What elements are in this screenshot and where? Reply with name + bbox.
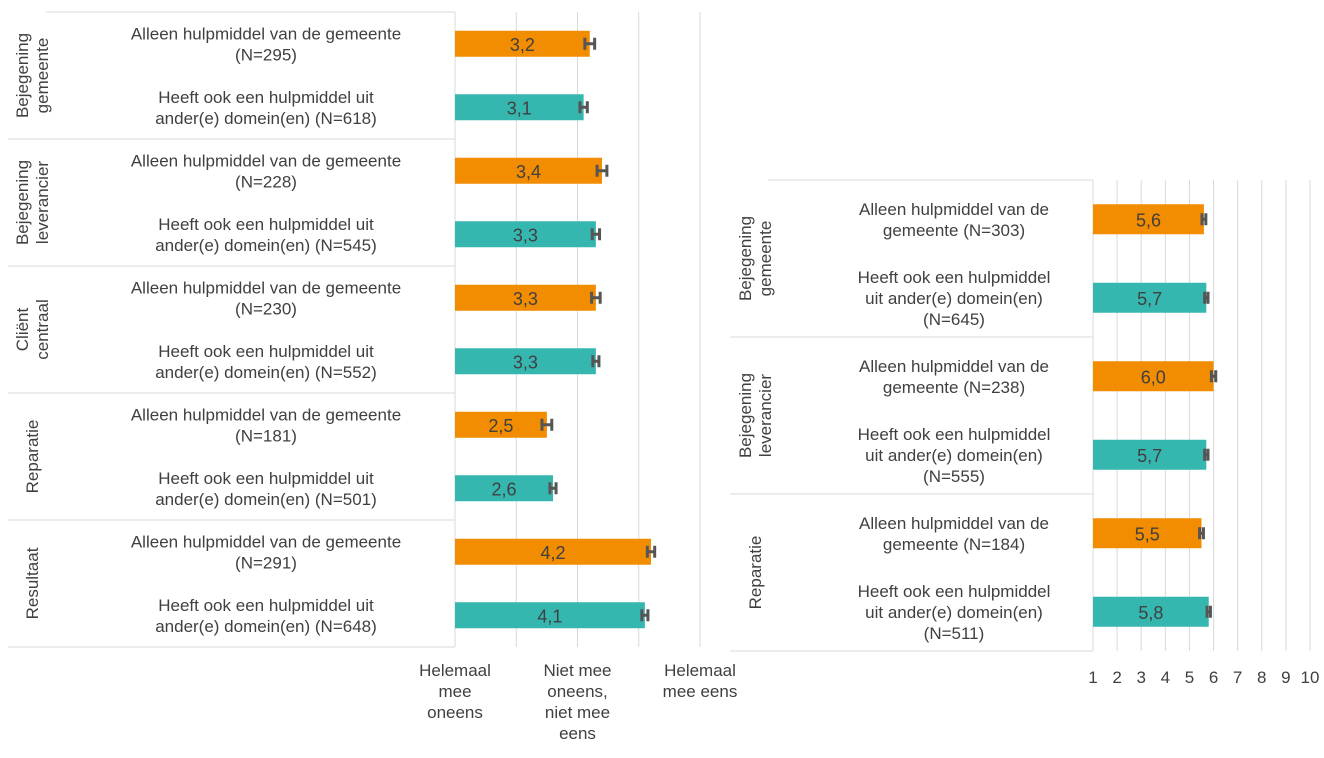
bar-label: Heeft ook een hulpmiddel uit ander(e) dom… xyxy=(858,582,1051,643)
bar xyxy=(455,284,596,311)
group-label: Bejegeninggemeente xyxy=(13,33,52,118)
bar-label: Heeft ook een hulpmiddel uit ander(e) dom… xyxy=(155,215,377,255)
data-label: 2,6 xyxy=(491,479,516,499)
data-label: 3,1 xyxy=(507,98,532,118)
bar-label: Heeft ook een hulpmiddel uit ander(e) dom… xyxy=(155,469,377,509)
group-label: Cliëntcentraal xyxy=(13,299,52,359)
x-tick-label: 4 xyxy=(1161,668,1170,687)
bar-label: Heeft ook een hulpmiddel uit ander(e) dom… xyxy=(155,342,377,382)
bar-label: Alleen hulpmiddel van de gemeente (N=295) xyxy=(131,24,401,64)
data-label: 5,7 xyxy=(1137,446,1162,466)
bar xyxy=(1093,439,1207,470)
bar xyxy=(455,602,645,629)
x-tick-label: 2 xyxy=(1112,668,1121,687)
x-tick-label: 5 xyxy=(1185,668,1194,687)
bar xyxy=(455,221,596,248)
group-label: Resultaat xyxy=(23,547,42,619)
bar-label: Heeft ook een hulpmiddel uit ander(e) dom… xyxy=(858,425,1051,486)
x-tick-label: 7 xyxy=(1233,668,1242,687)
bar-label: Alleen hulpmiddel van de gemeente (N=228) xyxy=(131,151,401,191)
data-label: 3,3 xyxy=(513,352,538,372)
bar-label: Heeft ook een hulpmiddel uit ander(e) dom… xyxy=(155,88,377,128)
data-label: 5,6 xyxy=(1136,210,1161,230)
bar-label: Alleen hulpmiddel van de gemeente (N=181) xyxy=(131,405,401,445)
bar xyxy=(1093,204,1204,235)
bar xyxy=(455,411,547,438)
data-label: 5,7 xyxy=(1137,289,1162,309)
x-tick-label: Helemaal mee oneens xyxy=(419,661,491,722)
data-label: 4,2 xyxy=(540,543,565,563)
bar xyxy=(1093,596,1209,627)
x-tick-label: 1 xyxy=(1088,668,1097,687)
bar xyxy=(1093,282,1207,313)
bar-label: Alleen hulpmiddel van de gemeente (N=230) xyxy=(131,278,401,318)
x-tick-label: 8 xyxy=(1257,668,1266,687)
data-label: 5,5 xyxy=(1135,524,1160,544)
group-label: Reparatie xyxy=(746,536,765,610)
x-tick-label: 6 xyxy=(1209,668,1218,687)
bar xyxy=(455,30,590,57)
bar xyxy=(1093,361,1214,392)
group-label: Bejegeninggemeente xyxy=(736,216,775,301)
bar xyxy=(455,475,553,502)
group-label: Reparatie xyxy=(23,420,42,494)
data-label: 3,2 xyxy=(510,35,535,55)
data-label: 5,8 xyxy=(1138,603,1163,623)
bar-label: Alleen hulpmiddel van de gemeente (N=291) xyxy=(131,532,401,572)
bar-label: Alleen hulpmiddel van de gemeente (N=184) xyxy=(859,514,1049,554)
group-label: Bejegeningleverancier xyxy=(13,160,52,245)
bar xyxy=(455,94,584,121)
bar xyxy=(1093,518,1202,549)
data-label: 3,4 xyxy=(516,162,541,182)
bar xyxy=(455,348,596,375)
data-label: 3,3 xyxy=(513,225,538,245)
bar-label: Alleen hulpmiddel van de gemeente (N=303) xyxy=(859,200,1049,240)
data-label: 3,3 xyxy=(513,289,538,309)
x-tick-label: Helemaal mee eens xyxy=(663,661,738,701)
x-tick-label: Niet mee oneens, niet mee eens xyxy=(543,661,611,743)
bar-label: Heeft ook een hulpmiddel uit ander(e) dom… xyxy=(155,596,377,636)
bar-label: Heeft ook een hulpmiddel uit ander(e) dom… xyxy=(858,268,1051,329)
bar-label: Alleen hulpmiddel van de gemeente (N=238) xyxy=(859,357,1049,397)
group-label: Bejegeningleverancier xyxy=(736,373,775,458)
data-label: 4,1 xyxy=(537,606,562,626)
x-tick-label: 9 xyxy=(1281,668,1290,687)
bar xyxy=(455,538,651,565)
data-label: 6,0 xyxy=(1141,367,1166,387)
x-tick-label: 3 xyxy=(1136,668,1145,687)
data-label: 2,5 xyxy=(488,416,513,436)
x-tick-label: 10 xyxy=(1301,668,1320,687)
bar xyxy=(455,157,602,184)
